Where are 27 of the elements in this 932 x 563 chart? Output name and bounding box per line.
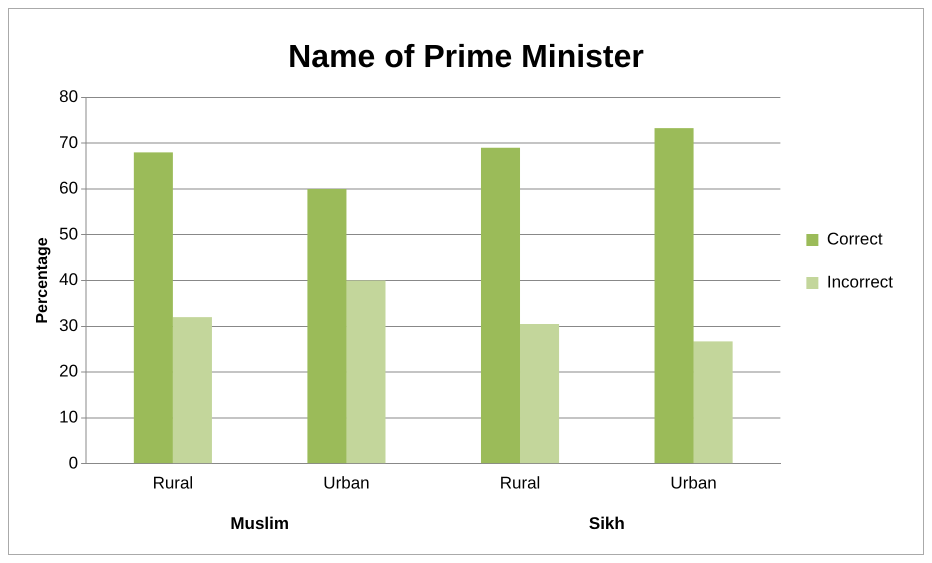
bar [134,152,173,464]
text: Sikh [588,514,625,534]
y-tick-label: 70 [59,132,78,152]
bar [694,341,733,464]
text: Muslim [230,514,289,534]
x-tick-label: Urban [323,473,370,492]
y-tick-label: 20 [59,362,78,381]
y-tick-label: 40 [59,270,78,290]
y-axis-title: Percentage [34,237,52,324]
y-tick-label: 30 [59,316,78,335]
y-tick-label: 10 [59,408,78,427]
legend-label: Correct [826,230,883,249]
bar [346,280,386,464]
bar [172,317,212,464]
bar [654,128,694,464]
y-tick-label: 0 [68,453,78,472]
y-tick-label: 60 [59,178,78,198]
bar [520,324,560,464]
x-tick-label: Rural [500,473,540,492]
y-tick-label: 80 [59,87,78,106]
legend-label: Incorrect [826,272,894,292]
x-tick-label: Rural [152,473,194,492]
y-tick-label: 50 [59,224,78,244]
bar [307,188,346,464]
x-tick-label: Urban [670,473,717,492]
chart-title: Name of Prime Minister [288,38,644,74]
bar [480,148,520,464]
